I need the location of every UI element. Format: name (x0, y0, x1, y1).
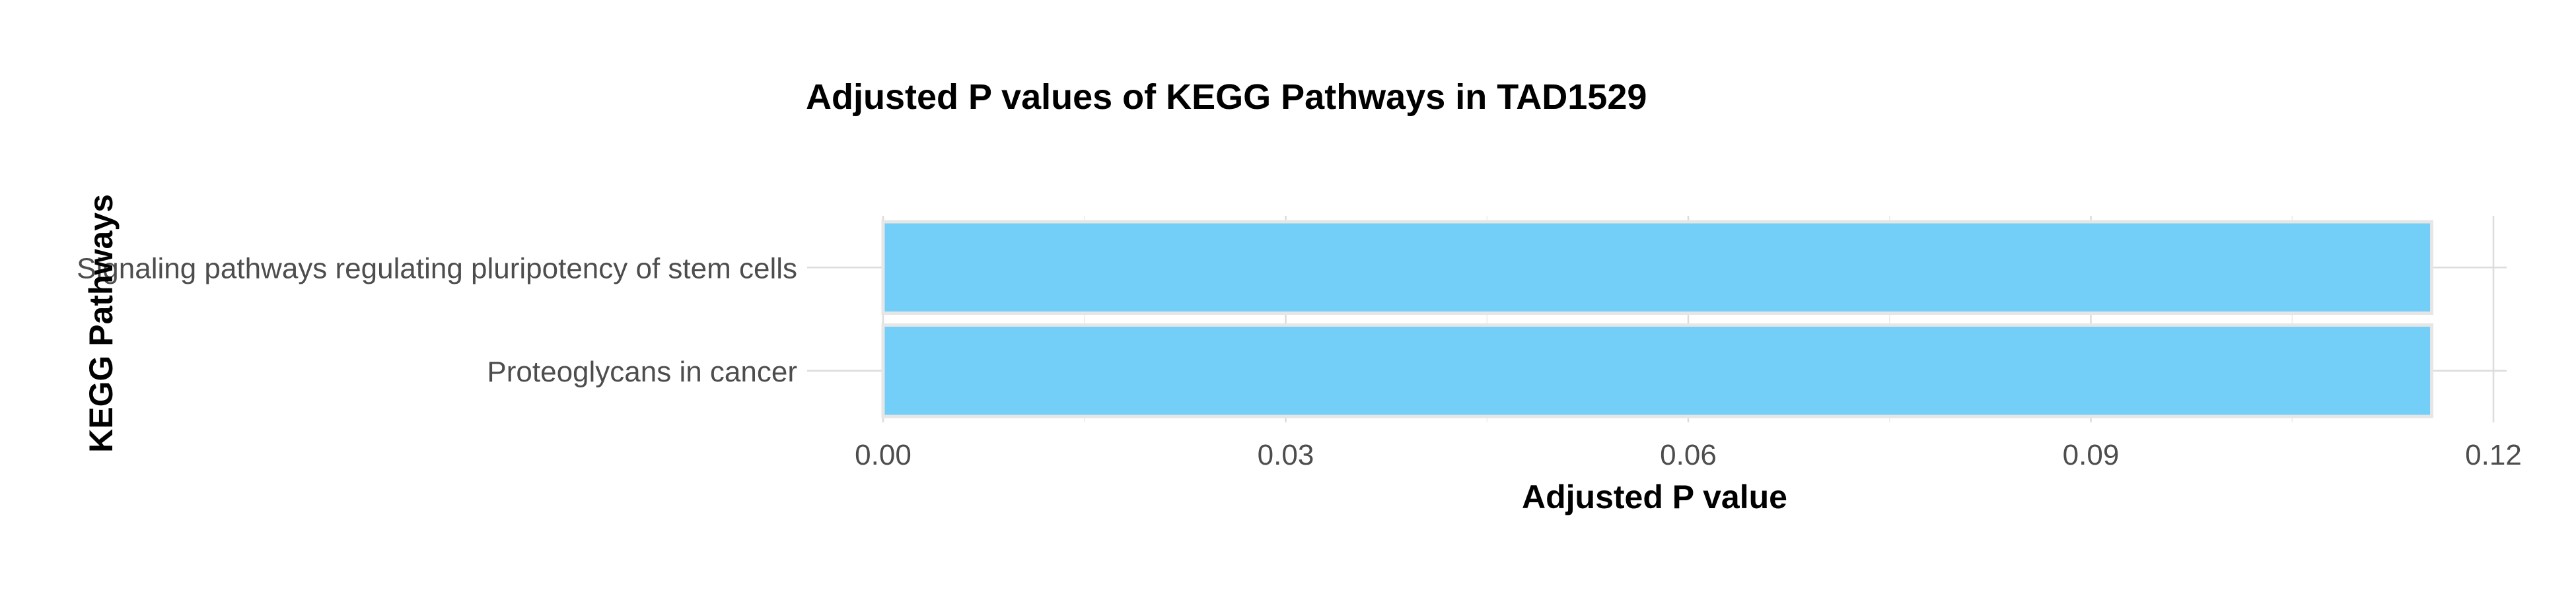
x-tick-label: 0.03 (1258, 439, 1314, 471)
x-tick-label: 0.00 (855, 439, 912, 471)
bars (881, 220, 2434, 418)
x-tick-label: 0.12 (2465, 439, 2522, 471)
chart-title: Adjusted P values of KEGG Pathways in TA… (806, 77, 1647, 117)
bar-1 (881, 220, 2434, 315)
y-axis-title: KEGG Pathways (83, 194, 120, 453)
y-axis-tick-labels: Signaling pathways regulating pluripoten… (77, 252, 797, 388)
y-tick-label: Signaling pathways regulating pluripoten… (77, 252, 797, 284)
x-tick-label: 0.06 (1660, 439, 1717, 471)
x-axis-title: Adjusted P value (1522, 478, 1787, 515)
x-axis-tick-labels: 0.00 0.03 0.06 0.09 0.12 (855, 439, 2522, 471)
bar-2 (881, 323, 2434, 418)
x-tick-label: 0.09 (2063, 439, 2120, 471)
y-tick-label: Proteoglycans in cancer (487, 356, 797, 388)
